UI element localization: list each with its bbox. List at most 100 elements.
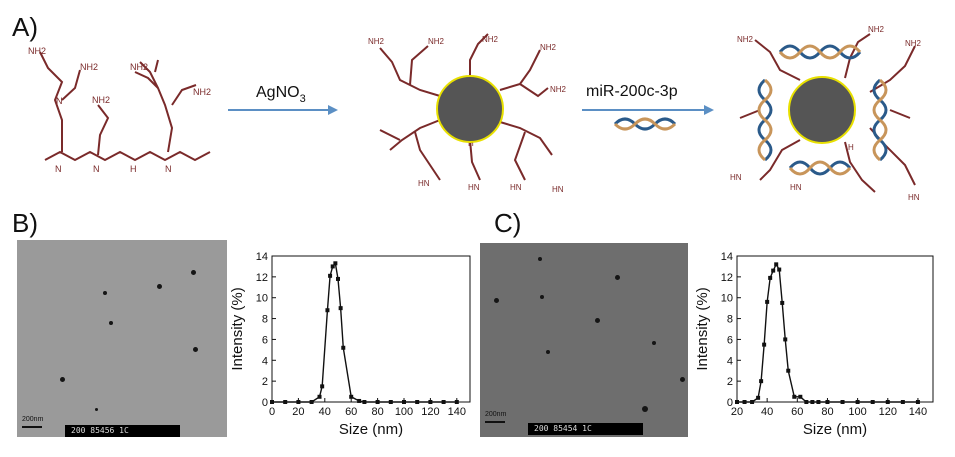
dls-chart-c: 20 40 60 80 100 120 140 0 2 4 6 8 10 12 14 Size (nm) Int… [695,251,934,438]
arrow-2-head [704,105,714,115]
nanoparticle-dot [191,270,196,275]
amine-h-label: H [468,139,474,148]
x-tick-label: 20 [292,406,304,418]
y-tick-label: 2 [727,376,733,388]
amine-hn-label: HN [908,193,920,202]
nanoparticle-dot [615,275,620,280]
amine-n-label: N [55,164,62,174]
data-point [870,400,875,404]
x-tick-label: 140 [909,406,927,418]
amine-h-label: H [130,164,137,174]
amine-label: NH2 [28,46,46,56]
x-tick-label: 80 [821,406,833,418]
data-point [783,337,788,342]
amine-label: NH2 [92,95,110,105]
data-point [362,400,367,404]
y-tick-label: 4 [262,355,268,367]
x-tick-label: 120 [879,406,897,418]
y-tick-label: 6 [262,334,268,346]
tem-info-bar: 200 85456 1C [65,425,180,437]
panel-b-label: B) [12,208,38,238]
y-tick-label: 14 [256,251,268,263]
nanoparticle-dot [494,298,499,303]
x-tick-label: 40 [761,406,773,418]
pei-silver-nanoparticle: NH2 NH2 NH2 NH2 NH2 HN HN HN HN H [368,33,567,194]
scale-bar [485,421,505,423]
data-point [338,306,343,311]
data-point [330,264,335,269]
amine-label: NH2 [737,35,754,44]
data-point [900,400,905,404]
amine-label: NH2 [130,62,148,72]
amine-hn-label: HN [730,173,742,182]
series-line [272,261,457,403]
data-point [336,276,340,281]
data-point [328,273,333,278]
amine-hn-label: HN [418,179,430,188]
x-tick-label: 100 [848,406,866,418]
data-point [756,395,761,400]
panel-c-label: C) [494,208,522,238]
silver-core [788,76,856,144]
x-tick-label: 40 [319,406,331,418]
nanoparticle-dot [652,341,656,345]
data-point [810,400,815,404]
panel-a-label: A) [12,12,38,42]
amine-label: NH2 [428,37,445,46]
plot-frame [271,255,471,403]
data-point [388,400,393,404]
data-point [454,400,459,404]
amine-n-label: N [165,164,172,174]
x-tick-label: 80 [371,406,383,418]
data-point [750,400,755,404]
data-point [759,379,764,384]
data-point [885,400,890,404]
amine-label: NH2 [368,37,385,46]
x-axis-label: Size (nm) [339,421,403,438]
amine-label: NH2 [540,43,557,52]
amine-label: NH2 [868,25,885,34]
y-tick-label: 6 [727,334,733,346]
x-tick-label: 60 [345,406,357,418]
nanoparticle-dot [540,295,544,299]
data-point [341,345,346,350]
y-tick-label: 2 [262,376,268,388]
amine-label: NH2 [80,62,98,72]
agno3-label: AgNO3 [256,84,306,105]
nanoparticle-dot [95,408,98,411]
amine-label: NH2 [550,85,567,94]
amine-hn-label: HN [510,183,522,192]
data-point [825,400,830,404]
silver-core [436,75,504,143]
x-tick-label: 100 [395,406,413,418]
nanoparticle-dot [538,257,542,261]
x-tick-label: 60 [791,406,803,418]
data-point [777,267,782,272]
y-tick-label: 0 [727,397,733,409]
data-point [915,400,920,404]
series-line [737,262,918,403]
y-axis-label: Intensity (%) [695,287,711,370]
y-tick-label: 0 [262,397,268,409]
scale-bar-label: 200nm [485,411,507,418]
x-tick-label: 20 [731,406,743,418]
data-point [804,400,809,404]
y-tick-label: 8 [727,314,733,326]
data-point [270,400,274,404]
data-point [742,400,747,404]
dls-chart-b: 0 20 40 60 80 100 120 140 0 2 4 6 8 10 12 14 Size (nm) In… [229,251,471,438]
pei-labels: NH2 NH2 NH2 NH2 NH2 N N N H N [28,46,211,174]
nanoparticle-dot [103,291,107,295]
arrow-1-head [328,105,338,115]
data-point [325,308,330,313]
scale-bar-label: 200nm [22,416,44,423]
plot-frame [736,255,934,403]
nanoparticle-dot [193,347,198,352]
nanoparticle-dot [642,406,648,412]
data-point [735,400,739,404]
amine-label: NH2 [193,87,211,97]
data-point [855,400,860,404]
x-tick-label: 0 [269,406,275,418]
amine-h-label: H [848,143,854,152]
nanoparticle-dot [60,377,65,382]
